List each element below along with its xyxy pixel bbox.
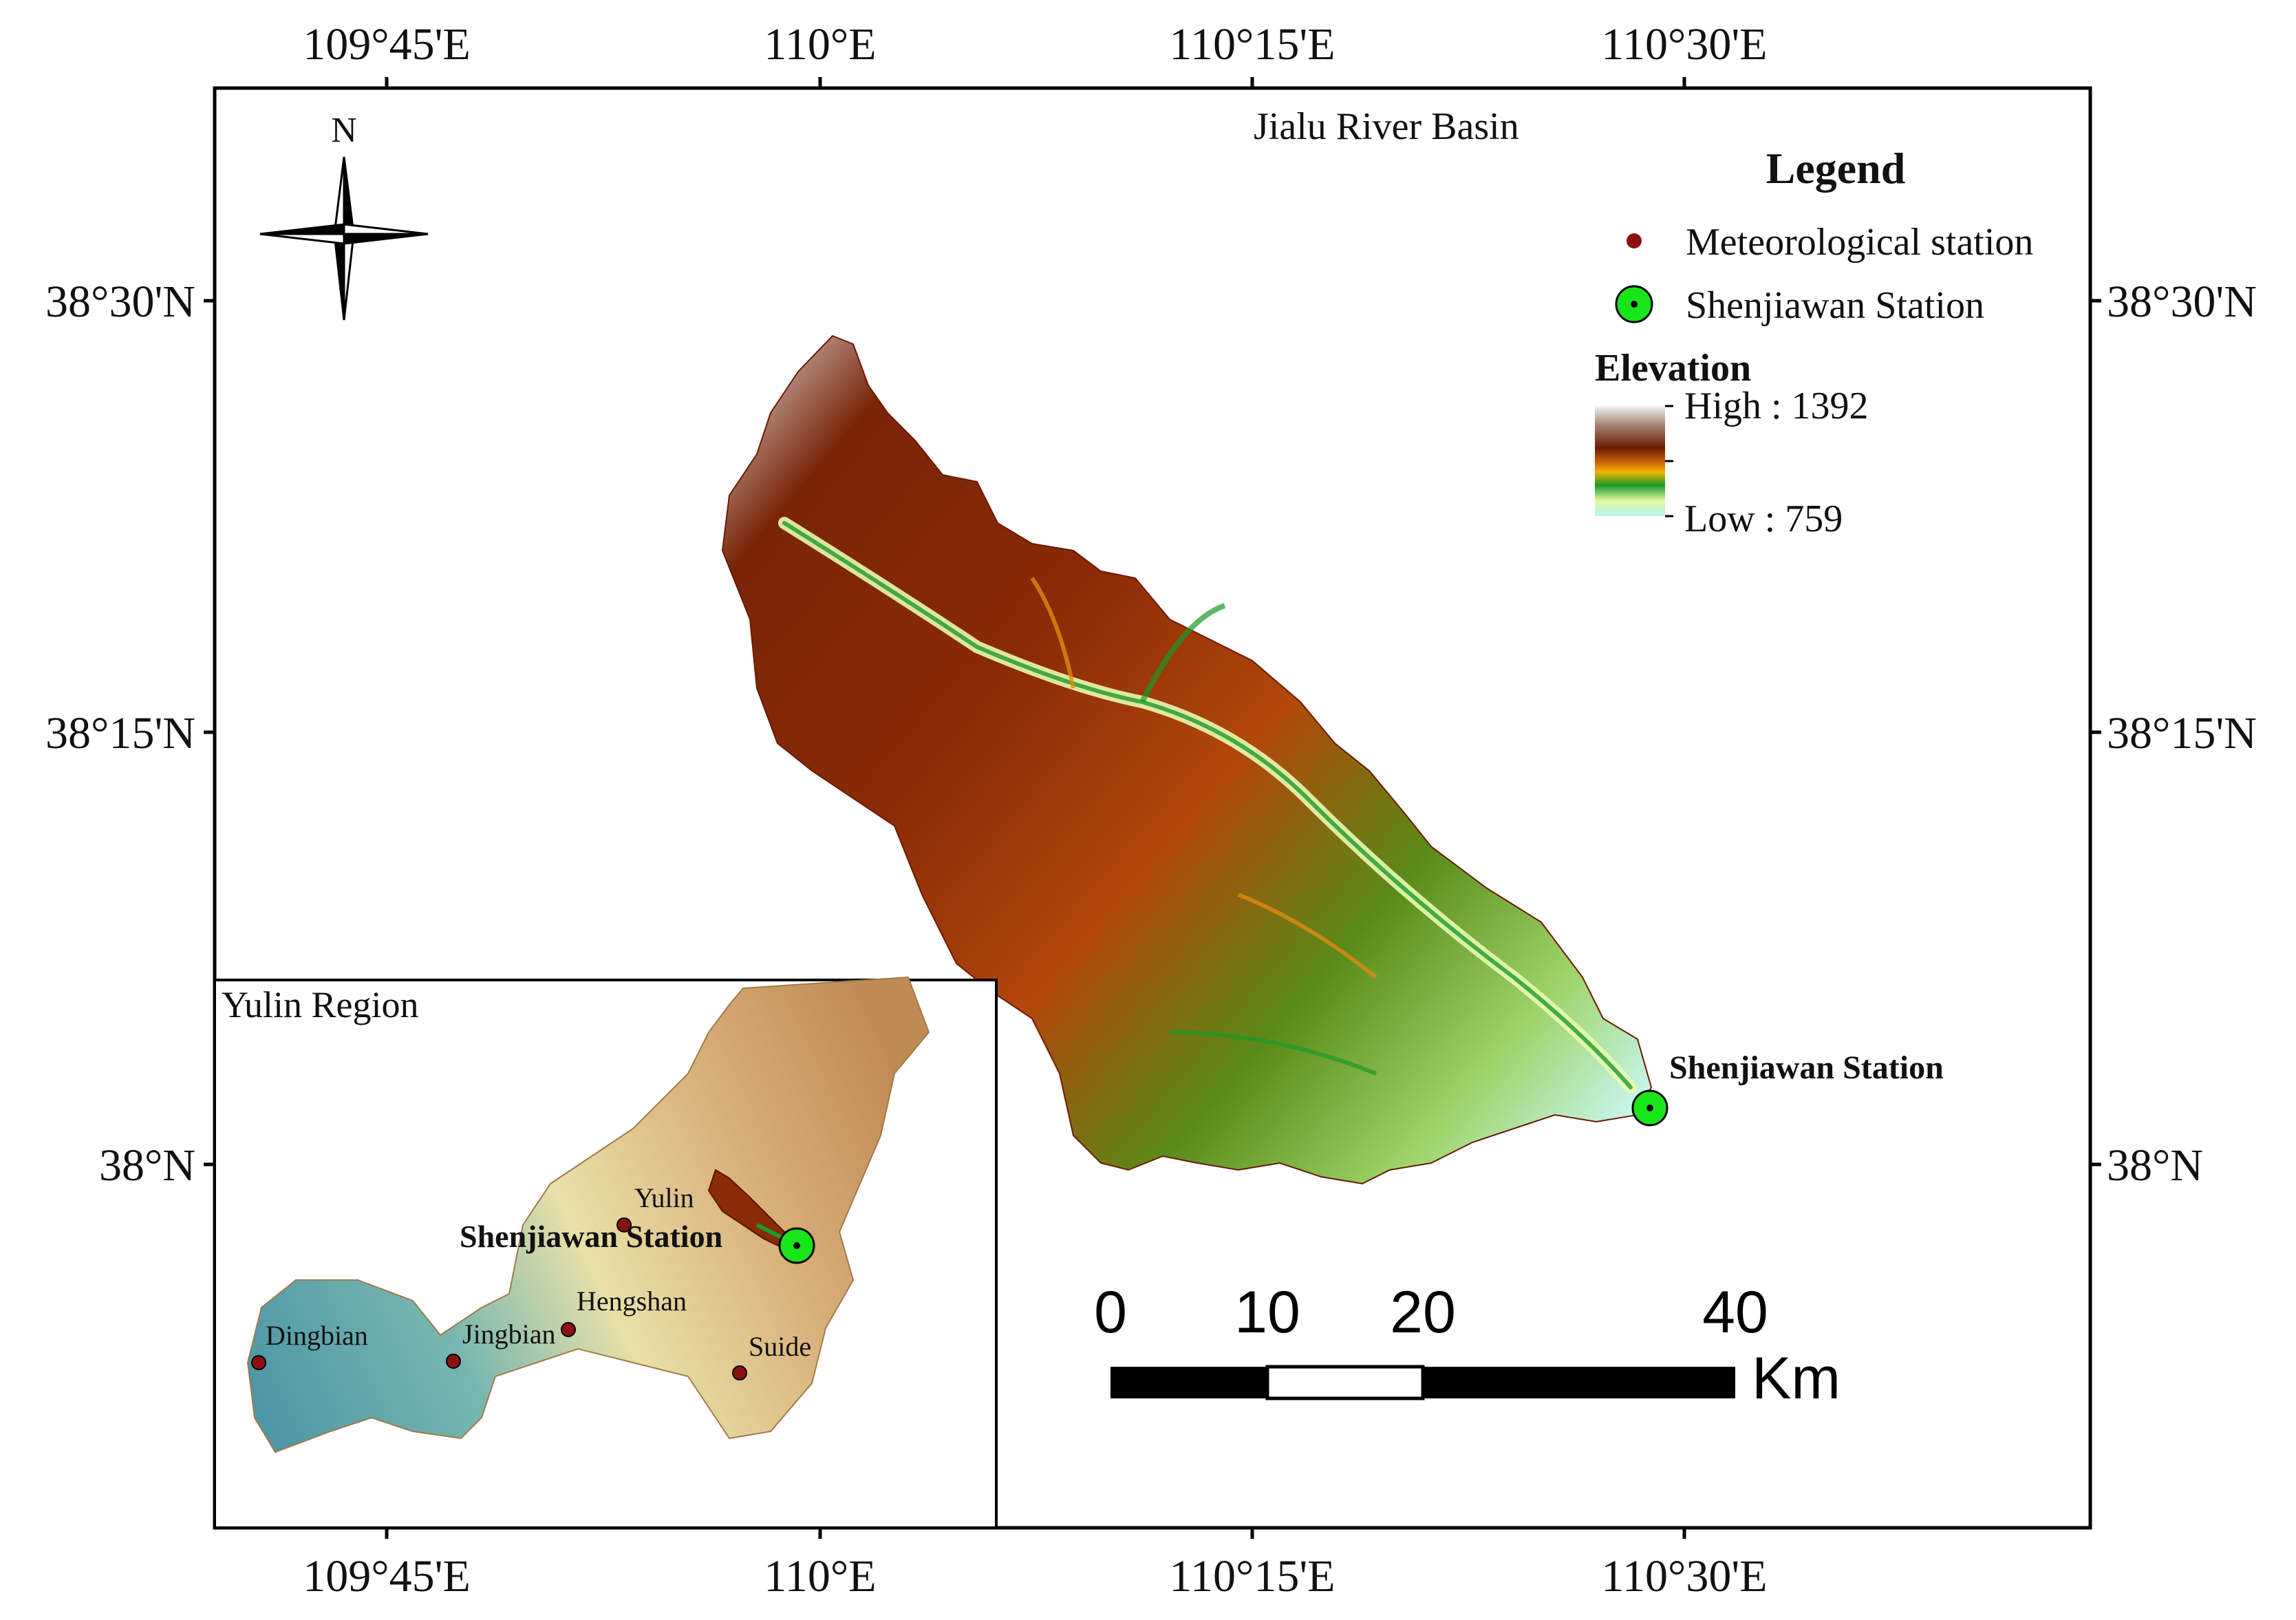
- compass-rose-icon: [259, 156, 429, 321]
- meteorological-station-symbol-icon: [1627, 233, 1642, 248]
- scale-bar: [1111, 1365, 1735, 1400]
- scale-label-20: 20: [1390, 1279, 1456, 1345]
- elevation-title: Elevation: [1595, 347, 1751, 390]
- elevation-low-label: Low : 759: [1684, 498, 1843, 540]
- inset-title: Yulin Region: [222, 984, 419, 1025]
- lon-label-bottom-1: 109°45'E: [303, 1551, 471, 1601]
- elevation-high-label: High : 1392: [1684, 385, 1869, 427]
- inset-city-dingbian: Dingbian: [266, 1320, 368, 1351]
- inset-city-yulin: Yulin: [634, 1182, 694, 1213]
- inset-region-dem: [246, 976, 930, 1453]
- basin-station-label: Shenjiawan Station: [1669, 1049, 1944, 1086]
- lon-label-bottom-2: 110°E: [764, 1551, 876, 1601]
- lon-label-top-2: 110°E: [764, 19, 876, 70]
- latitude-ticks: [204, 299, 2101, 1166]
- lat-label-left-1: 38°30'N: [45, 277, 195, 327]
- lon-label-top-1: 109°45'E: [303, 19, 471, 70]
- map-title: Jialu River Basin: [1254, 105, 1519, 148]
- inset-city-hengshan: Hengshan: [577, 1286, 687, 1317]
- legend-title: Legend: [1766, 144, 1906, 193]
- lat-label-left-3: 38°N: [99, 1140, 195, 1191]
- shenjiawan-station-symbol-icon: [1615, 285, 1653, 323]
- lat-label-right-3: 38°N: [2107, 1140, 2203, 1191]
- longitude-ticks: [385, 77, 1686, 1539]
- lat-label-right-1: 38°30'N: [2107, 277, 2257, 327]
- inset-station-label: Shenjiawan Station: [460, 1219, 722, 1254]
- lat-label-right-2: 38°15'N: [2107, 708, 2257, 758]
- scale-label-40: 40: [1702, 1279, 1768, 1345]
- legend-item-meteorological: Meteorological station: [1686, 221, 2033, 264]
- inset-city-jingbian: Jingbian: [462, 1319, 556, 1350]
- shenjiawan-station-marker: [1631, 1089, 1669, 1127]
- basin-dem: [721, 334, 1653, 1185]
- scale-label-10: 10: [1234, 1279, 1300, 1345]
- compass-north-label: N: [331, 111, 357, 150]
- scale-unit: Km: [1752, 1345, 1841, 1411]
- scale-label-0: 0: [1094, 1279, 1127, 1345]
- lon-label-bottom-3: 110°15'E: [1169, 1551, 1335, 1601]
- lat-label-left-2: 38°15'N: [45, 708, 195, 758]
- inset-city-suide: Suide: [749, 1331, 811, 1362]
- inset-shenjiawan-station-marker: [778, 1227, 815, 1264]
- legend-item-shenjiawan: Shenjiawan Station: [1686, 284, 1984, 327]
- lon-label-top-3: 110°15'E: [1169, 19, 1335, 70]
- inset-city-markers: [251, 1217, 747, 1381]
- lon-label-bottom-4: 110°30'E: [1601, 1551, 1767, 1601]
- elevation-ramp: [1595, 406, 1665, 516]
- lon-label-top-4: 110°30'E: [1601, 19, 1767, 70]
